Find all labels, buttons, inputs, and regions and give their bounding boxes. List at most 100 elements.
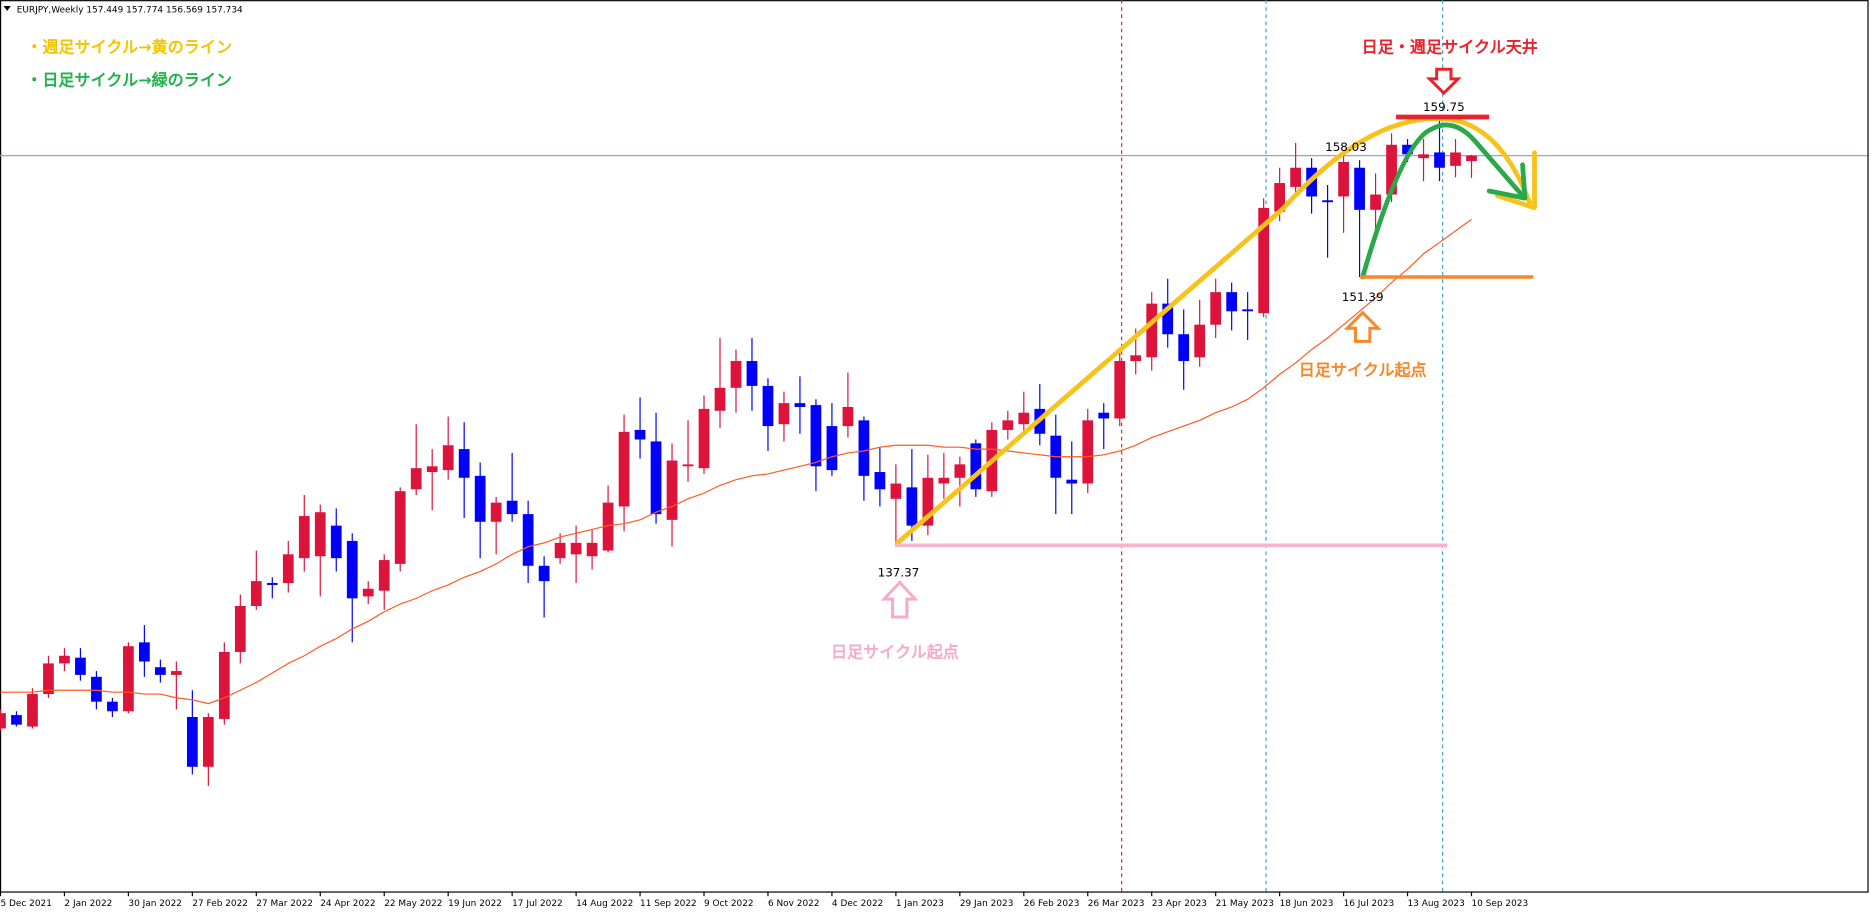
candle-body [234, 605, 246, 652]
candle-body [490, 502, 502, 522]
x-tick-label: 14 Aug 2022 [576, 899, 633, 909]
candle-body [858, 420, 870, 476]
x-tick-label: 17 Jul 2022 [512, 899, 563, 909]
candle-body [1434, 152, 1445, 168]
candle-body [698, 408, 710, 469]
candle-body [522, 514, 534, 566]
candle-body [107, 701, 118, 712]
start-arrow [1343, 310, 1382, 343]
candle-body [1402, 144, 1413, 155]
candle-body [123, 646, 134, 712]
candle-body [1178, 334, 1190, 362]
x-tick-label: 29 Jan 2023 [960, 899, 1014, 909]
candle-body [842, 406, 854, 427]
candle-body [666, 460, 678, 520]
candle-body [1162, 303, 1174, 335]
annotation: ・日足サイクル→緑のライン [26, 71, 232, 90]
candle-body [778, 403, 790, 425]
moving-average [0, 218, 1472, 705]
x-tick-label: 27 Feb 2022 [192, 899, 248, 909]
candle-body [75, 657, 86, 675]
candle-body [250, 581, 262, 606]
candle-body [1466, 155, 1477, 162]
candle-body [1146, 303, 1158, 358]
candle-body [506, 500, 518, 515]
candle-body [298, 516, 310, 559]
candle-body [538, 565, 550, 582]
candle-body [170, 671, 182, 675]
chart-header: EURJPY,Weekly 157.449 157.774 156.569 15… [17, 5, 243, 15]
x-tick-label: 1 Jan 2023 [896, 899, 944, 909]
header-icon [3, 6, 11, 11]
candle-body [634, 429, 646, 440]
header-close: 157.734 [206, 5, 243, 15]
candle-body [1338, 161, 1349, 197]
candle-body [1386, 144, 1397, 195]
x-tick-label: 9 Oct 2022 [704, 899, 754, 909]
candle-body [1066, 479, 1078, 484]
candle-body [11, 715, 22, 725]
x-tick-label: 24 Apr 2022 [320, 899, 375, 909]
weekly-arrowhead [1495, 150, 1537, 211]
candle-body [394, 491, 406, 564]
candle-body [1082, 420, 1094, 484]
x-tick-label: 23 Apr 2023 [1152, 899, 1207, 909]
candle-body [186, 716, 198, 767]
candle-body [730, 361, 742, 388]
candle-body [938, 477, 950, 484]
x-tick-label: 19 Jun 2022 [448, 899, 502, 909]
x-tick-label: 13 Aug 2023 [1408, 899, 1465, 909]
annotation: 日足・週足サイクル天井 [1362, 37, 1538, 56]
candle-body [1290, 167, 1301, 187]
candle-body [59, 655, 70, 664]
candle-body [410, 468, 422, 490]
candle-body [1114, 361, 1126, 419]
candle-body [810, 405, 822, 467]
candle-body [43, 663, 54, 695]
candle-body [874, 472, 886, 490]
candle-body [586, 542, 598, 557]
candle-body [266, 583, 278, 585]
x-tick-label: 30 Jan 2022 [128, 899, 182, 909]
candle-body [746, 361, 758, 386]
candle-body [970, 443, 982, 490]
x-tick-label: 26 Feb 2023 [1024, 899, 1080, 909]
candle-body [922, 477, 934, 526]
plot-frame [0, 0, 1869, 893]
candle-body [474, 475, 486, 522]
price-label: 137.37 [878, 565, 920, 579]
symbol: EURJPY,Weekly [17, 5, 84, 15]
candle-body [762, 385, 774, 427]
start-arrow [880, 580, 919, 619]
candle-body [1258, 207, 1270, 314]
candle-body [794, 403, 806, 407]
price-label: 159.75 [1423, 100, 1465, 114]
x-tick-label: 22 May 2022 [384, 899, 442, 909]
candle-body [570, 542, 582, 555]
annotation: 日足サイクル起点 [831, 642, 959, 661]
candle-body [442, 445, 454, 471]
price-label: 151.39 [1342, 290, 1384, 304]
candle-body [314, 512, 326, 557]
x-tick-label: 21 May 2023 [1216, 899, 1274, 909]
x-tick-label: 6 Nov 2022 [768, 899, 820, 909]
candle-body [282, 554, 294, 584]
header-low: 156.569 [166, 5, 203, 15]
x-tick-label: 16 Jul 2023 [1344, 899, 1395, 909]
candle-body [218, 651, 230, 719]
candle-body [890, 483, 902, 499]
header-open: 157.449 [86, 5, 123, 15]
candle-body [1450, 152, 1461, 166]
candle-body [1370, 194, 1381, 210]
candle-body [618, 431, 630, 507]
candle-body [1018, 412, 1030, 425]
x-tick-label: 10 Sep 2023 [1472, 899, 1529, 909]
candle-body [826, 426, 838, 471]
candle-body [1210, 292, 1222, 325]
candle-body [954, 464, 966, 478]
price-label: 158.03 [1325, 140, 1367, 154]
x-tick-label: 5 Dec 2021 [0, 899, 51, 909]
